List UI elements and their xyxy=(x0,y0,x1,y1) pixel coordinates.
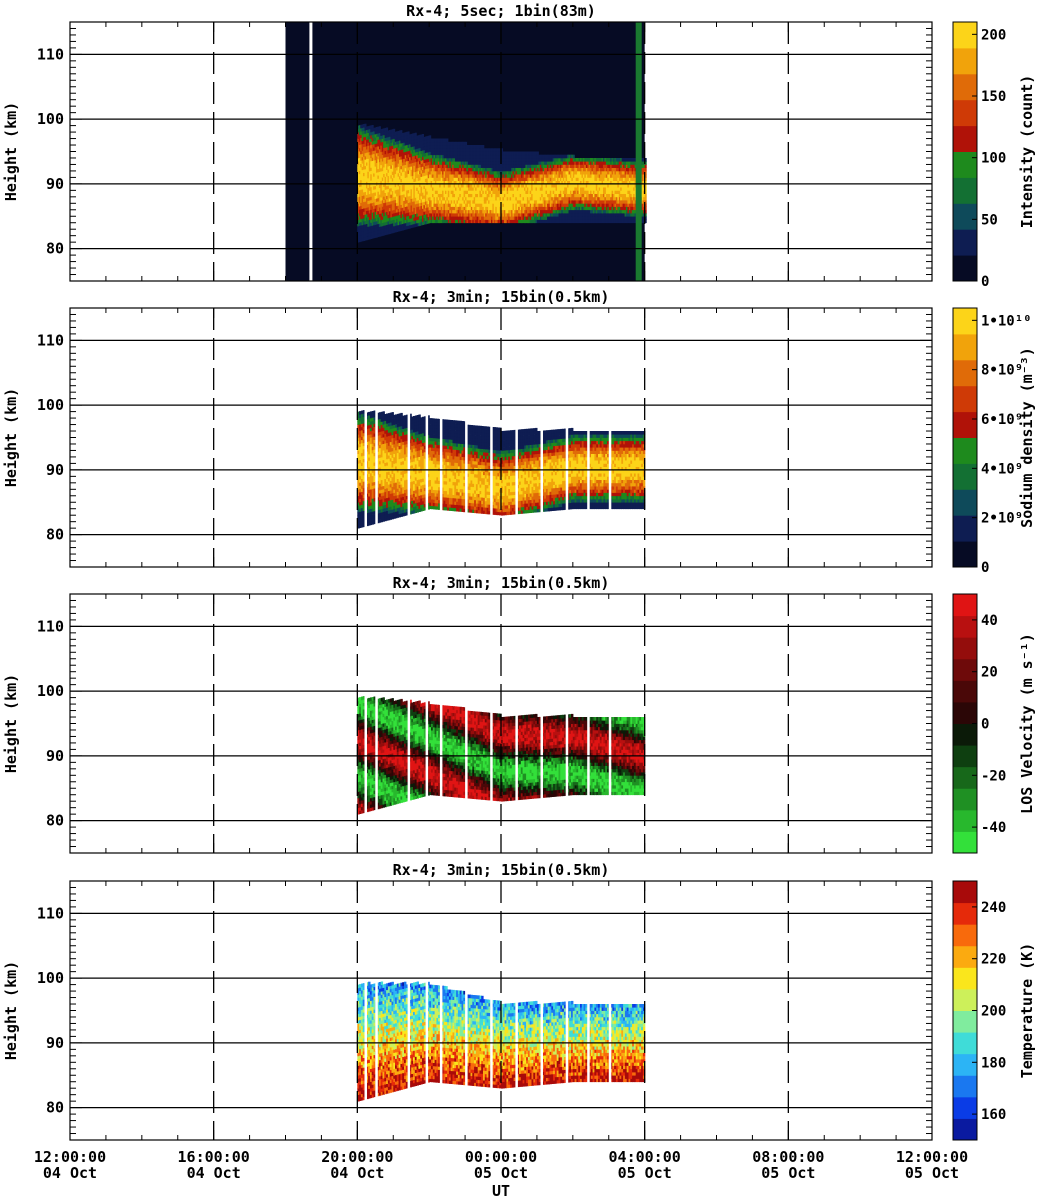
heat-cell xyxy=(645,197,647,201)
edge-band xyxy=(636,22,642,281)
heatmap xyxy=(286,22,647,281)
heat-cell xyxy=(465,142,467,146)
heat-cell xyxy=(645,164,647,168)
heat-cell xyxy=(645,168,647,172)
heat-cell xyxy=(446,139,448,143)
heat-cell xyxy=(573,155,575,159)
heat-cell xyxy=(429,135,431,139)
data-gap xyxy=(309,22,312,281)
heat-cell xyxy=(645,194,647,198)
heat-cell xyxy=(482,145,484,149)
heat-cell xyxy=(537,152,539,156)
